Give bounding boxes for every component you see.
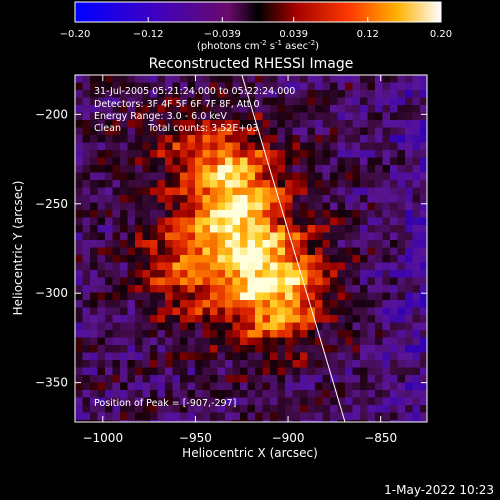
energy-range: Energy Range: 3.0 - 6.0 keV <box>94 111 227 122</box>
colorbar-tick-label: −0.12 <box>133 29 164 40</box>
plot-frame <box>74 74 428 423</box>
peak-position: Position of Peak = [-907,-297] <box>94 398 236 409</box>
y-axis-ticks: −200 −250 −300 −350 <box>35 107 427 390</box>
time-range: 31-Jul-2005 05:21:24.000 to 05:22:24.000 <box>94 86 295 97</box>
total-counts: Total counts: 3.52E+03 <box>147 123 258 134</box>
solar-limb <box>241 75 346 422</box>
x-tick-label: −850 <box>364 431 397 445</box>
clean-label: Clean <box>94 123 121 134</box>
footer-date: 1-May-2022 10:23 <box>384 483 494 497</box>
plot-title: Reconstructed RHESSI Image <box>149 56 354 72</box>
colorbar-ticks: −0.20 −0.12 −0.039 0.039 0.12 0.20 <box>60 17 452 40</box>
colorbar-tick-label: −0.039 <box>204 29 241 40</box>
colorbar <box>74 1 442 23</box>
y-tick-label: −250 <box>35 197 68 211</box>
colorbar-units: (photons cm-2 s-1 asec-2) <box>197 39 319 52</box>
x-axis-ticks: −1000 −950 −900 −850 <box>82 75 397 445</box>
y-tick-label: −350 <box>35 376 68 390</box>
y-axis-label: Heliocentric Y (arcsec) <box>11 181 25 316</box>
detectors-text: Detectors: 3F 4F 5F 6F 7F 8F, Att 0 <box>94 99 260 110</box>
rhessi-image <box>75 75 427 422</box>
y-tick-label: −200 <box>35 107 68 121</box>
colorbar-tick-label: 0.039 <box>279 29 308 40</box>
colorbar-tick-label: 0.12 <box>357 29 379 40</box>
x-axis-label: Heliocentric X (arcsec) <box>182 446 318 460</box>
x-tick-label: −900 <box>272 431 305 445</box>
y-tick-label: −300 <box>35 286 68 300</box>
colorbar-tick-label: −0.20 <box>60 29 91 40</box>
colorbar-tick-label: 0.20 <box>430 29 452 40</box>
x-tick-label: −950 <box>179 431 212 445</box>
x-tick-label: −1000 <box>82 431 123 445</box>
